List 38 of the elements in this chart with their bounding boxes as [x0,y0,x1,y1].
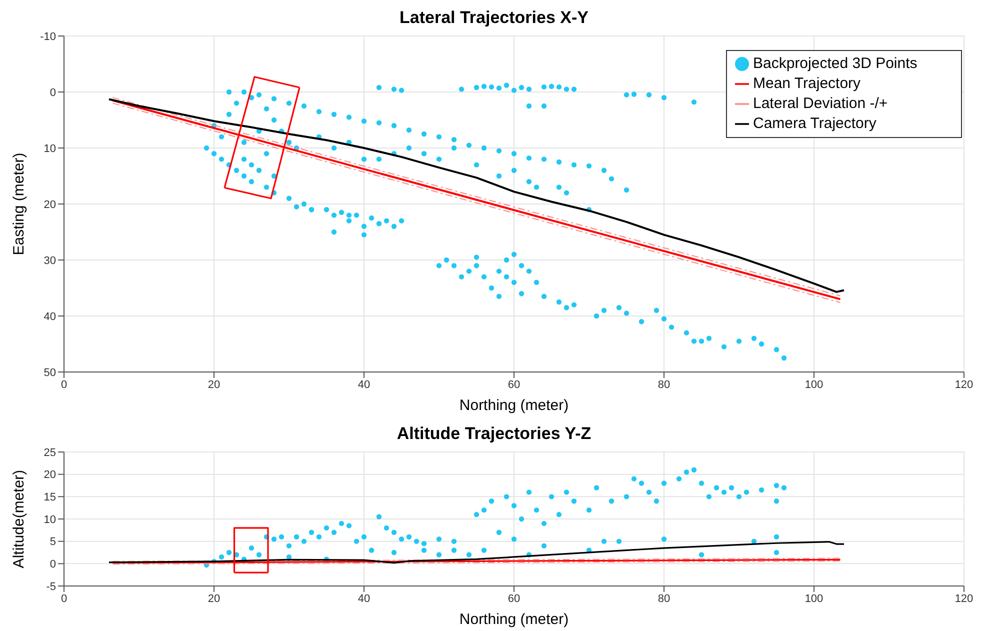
y-tick-label: 5 [50,536,56,548]
y-axis-title: Easting (meter) [10,152,28,256]
y-tick-label: 0 [50,86,56,99]
y-tick-label: 30 [44,254,56,267]
y-tick-label: 25 [44,446,56,459]
chart-title: Lateral Trajectories X-Y [398,8,590,29]
y-tick-label: -10 [40,30,56,43]
x-tick-label: 40 [358,592,370,605]
y-tick-label: 0 [50,558,56,571]
y-tick-label: 20 [44,198,56,211]
x-tick-label: 60 [508,592,520,605]
x-tick-label: 100 [804,378,824,391]
x-tick-label: 100 [804,592,824,605]
y-axis-title: Altitude(meter) [10,470,28,568]
x-tick-label: 0 [60,378,68,391]
x-tick-label: 80 [658,378,670,391]
y-tick-label: 50 [44,366,56,379]
legend-label: Backprojected 3D Points [753,55,918,72]
x-tick-label: 40 [358,378,370,391]
legend-label: Lateral Deviation -/+ [753,95,888,112]
x-tick-label: 0 [60,592,68,605]
x-axis-title: Northing (meter) [459,397,569,414]
x-tick-label: 120 [954,378,974,391]
x-tick-label: 20 [208,378,220,391]
y-tick-label: 20 [44,469,56,482]
legend-label: Mean Trajectory [753,75,861,92]
y-tick-label: 10 [44,142,56,155]
legend-label: Camera Trajectory [753,115,876,132]
y-tick-label: 15 [44,492,56,504]
x-tick-label: 120 [954,592,974,605]
x-tick-label: 80 [658,592,670,605]
y-tick-label: 40 [44,310,56,323]
chart-title: Altitude Trajectories Y-Z [396,424,592,445]
x-tick-label: 20 [208,592,220,605]
y-tick-label: 10 [44,514,56,526]
x-axis-title: Northing (meter) [459,611,569,628]
x-tick-label: 60 [508,378,520,391]
y-tick-label: -5 [46,580,56,593]
